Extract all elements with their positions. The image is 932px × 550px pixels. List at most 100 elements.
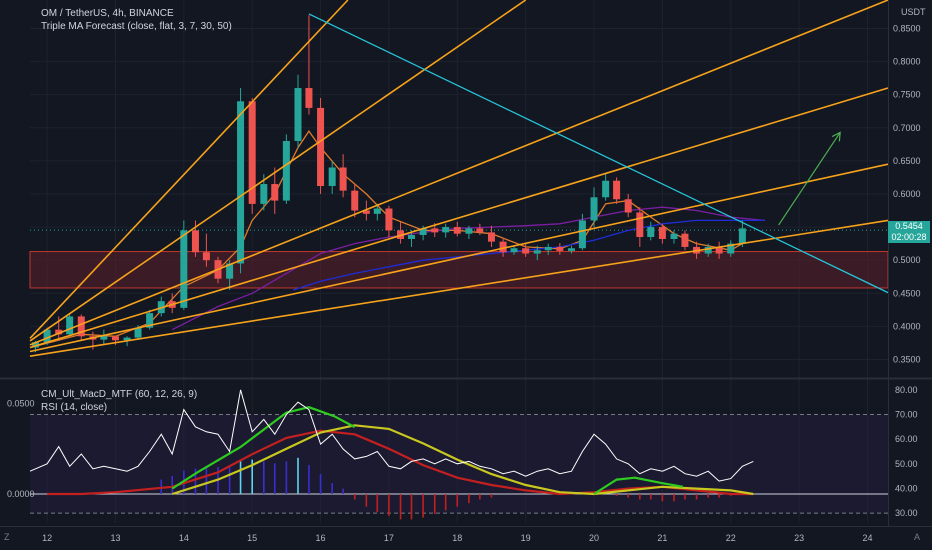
candle (602, 174, 610, 201)
candle (636, 207, 644, 247)
candle-body (339, 167, 347, 191)
candle (647, 221, 655, 241)
candle (533, 245, 541, 261)
candle-body (317, 107, 325, 187)
candle-body (578, 220, 586, 249)
candle-body (727, 243, 735, 254)
candle-body (487, 232, 495, 242)
candle-body (260, 184, 268, 204)
candle (271, 167, 279, 214)
candle (442, 223, 450, 238)
macd-tick-label: 0.0500 (7, 399, 35, 409)
candle-body (567, 248, 575, 251)
candle-body (658, 227, 666, 239)
candle (317, 97, 325, 194)
candle (727, 240, 735, 257)
candle (55, 316, 63, 339)
rsi-tick-label: 70.00 (895, 410, 918, 420)
candle (385, 205, 393, 237)
candle-body (670, 233, 678, 239)
candle-body (134, 327, 142, 338)
candle (351, 184, 359, 218)
trendlines[interactable] (29, 0, 889, 357)
candle (465, 225, 473, 239)
candle-body (248, 101, 256, 204)
candle (294, 74, 302, 148)
candle (578, 213, 586, 251)
price-tick-label: 0.7500 (893, 90, 921, 100)
macd-green-late-line (593, 476, 684, 495)
indicator-legend: CM_Ult_MacD_MTF (60, 12, 26, 9) RSI (14,… (41, 388, 197, 414)
candle (202, 233, 210, 267)
candle-body (123, 337, 131, 341)
candle (328, 160, 336, 194)
candle-body (556, 246, 564, 251)
candle-body (590, 197, 598, 221)
macd-green-line (171, 406, 356, 490)
candle-body (499, 241, 507, 253)
candle-body (533, 250, 541, 254)
macd-tick-label: 0.0000 (7, 489, 35, 499)
time-tick-label: 21 (657, 533, 667, 543)
candle (556, 242, 564, 255)
candle (453, 221, 461, 237)
price-tick-label: 0.5000 (893, 255, 921, 265)
candle-body (77, 316, 85, 337)
candle (624, 193, 632, 218)
candle (487, 225, 495, 247)
candle (681, 230, 689, 251)
macd-title[interactable]: CM_Ult_MacD_MTF (60, 12, 26, 9) (41, 389, 198, 400)
candle (544, 243, 552, 255)
candle (590, 187, 598, 228)
current-price-value: 0.5454 (895, 221, 923, 231)
candle (567, 245, 575, 254)
time-tick-label: 12 (42, 533, 52, 543)
candle (282, 134, 290, 204)
candle-body (271, 184, 279, 201)
candle-body (544, 246, 552, 251)
candle (715, 241, 723, 259)
candle-body (738, 228, 746, 244)
candle (704, 243, 712, 257)
candle-body (510, 248, 518, 253)
rsi-tick-label: 40.00 (895, 483, 918, 493)
indicator-title[interactable]: Triple MA Forecast (close, flat, 3, 7, 3… (41, 21, 232, 32)
time-tick-label: 15 (247, 533, 257, 543)
rsi-title[interactable]: RSI (14, close) (41, 402, 108, 413)
candle-body (602, 180, 610, 198)
fan-line-5 (29, 163, 889, 353)
time-tick-label: 13 (110, 533, 120, 543)
axis-unit-label: USDT (901, 7, 926, 17)
candle-body (419, 228, 427, 236)
candle-body (146, 313, 154, 328)
candle-body (681, 233, 689, 247)
candle (613, 177, 621, 204)
ma-purple-line (171, 206, 765, 331)
candle (670, 230, 678, 244)
rsi-line (29, 389, 754, 482)
fan-line-3 (29, 0, 889, 346)
current-price-tag: 0.5454 02:00:28 (888, 221, 930, 243)
price-tick-label: 0.7000 (893, 123, 921, 133)
candle-body (191, 230, 199, 253)
candle-body (328, 167, 336, 187)
indicator-pane[interactable] (29, 389, 888, 520)
price-tick-label: 0.6000 (893, 189, 921, 199)
timezone-button[interactable]: Z (4, 532, 10, 542)
time-tick-label: 22 (726, 533, 736, 543)
candle-body (55, 329, 63, 335)
candle (658, 223, 666, 244)
downtrend-line (308, 13, 889, 294)
candle-body (226, 263, 234, 279)
candle-body (362, 210, 370, 214)
rsi-tick-label: 60.00 (895, 434, 918, 444)
symbol-title[interactable]: OM / TetherUS, 4h, BINANCE (41, 8, 174, 19)
time-tick-label: 16 (316, 533, 326, 543)
macd-yellow-line (171, 424, 754, 496)
auto-scale-button[interactable]: A (914, 532, 921, 542)
time-tick-label: 23 (794, 533, 804, 543)
current-price-countdown: 02:00:28 (891, 232, 927, 242)
rsi-tick-label: 30.00 (895, 508, 918, 518)
